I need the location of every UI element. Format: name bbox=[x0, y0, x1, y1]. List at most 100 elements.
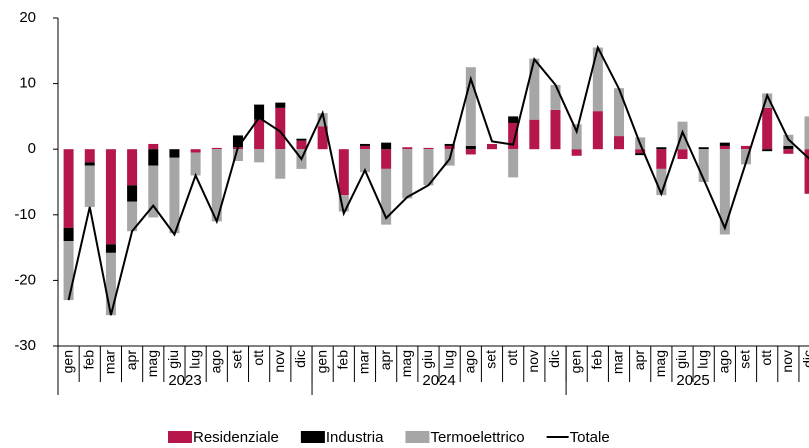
bar bbox=[698, 149, 709, 182]
bar bbox=[741, 145, 752, 150]
x-tick-label: mar bbox=[102, 350, 118, 374]
bar bbox=[550, 109, 561, 150]
bar bbox=[719, 149, 730, 235]
x-tick-label: gen bbox=[313, 350, 329, 373]
bar bbox=[148, 149, 159, 166]
bar bbox=[465, 67, 476, 146]
x-tick-label: giu bbox=[419, 350, 435, 369]
bar bbox=[63, 149, 74, 228]
x-tick-label: nov bbox=[779, 350, 795, 373]
legend-swatch bbox=[168, 431, 192, 443]
bar bbox=[296, 140, 307, 150]
bar bbox=[762, 149, 773, 152]
bar bbox=[614, 88, 625, 137]
bar bbox=[783, 145, 794, 150]
bar bbox=[63, 227, 74, 242]
bar bbox=[254, 119, 265, 150]
bar bbox=[508, 116, 519, 123]
bar bbox=[190, 149, 201, 153]
y-tick-label: 20 bbox=[19, 9, 36, 26]
x-tick-label: giu bbox=[165, 350, 181, 369]
bar bbox=[550, 84, 561, 110]
bar bbox=[719, 142, 730, 146]
y-tick-label: -10 bbox=[14, 206, 36, 223]
bar bbox=[571, 149, 582, 156]
bar bbox=[127, 201, 138, 232]
x-tick-label: set bbox=[737, 350, 753, 369]
bar bbox=[232, 149, 243, 162]
bar bbox=[275, 102, 286, 108]
bar bbox=[677, 121, 688, 150]
bar bbox=[84, 165, 95, 207]
bar bbox=[614, 136, 625, 150]
bar bbox=[190, 152, 201, 176]
x-tick-label: feb bbox=[80, 350, 96, 370]
bar bbox=[762, 107, 773, 150]
x-tick-label: gen bbox=[59, 350, 75, 373]
bar bbox=[402, 149, 413, 199]
bar bbox=[656, 149, 667, 169]
bar bbox=[486, 143, 497, 150]
year-label: 2025 bbox=[676, 372, 709, 389]
bar bbox=[105, 149, 116, 245]
bar bbox=[317, 113, 328, 127]
x-tick-label: feb bbox=[589, 350, 605, 370]
bar bbox=[359, 145, 370, 150]
y-tick-label: -20 bbox=[14, 271, 36, 288]
x-tick-label: apr bbox=[377, 350, 393, 371]
x-tick-label: giu bbox=[673, 350, 689, 369]
bar bbox=[169, 149, 180, 158]
x-tick-label: mag bbox=[652, 350, 668, 377]
bar bbox=[169, 157, 180, 234]
y-tick-label: -30 bbox=[14, 337, 36, 354]
x-tick-label: ago bbox=[462, 350, 478, 374]
x-tick-label: ott bbox=[250, 350, 266, 366]
year-label: 2023 bbox=[168, 372, 201, 389]
bar bbox=[444, 143, 455, 146]
bar bbox=[211, 149, 222, 222]
bar bbox=[127, 149, 138, 186]
total-line bbox=[67, 44, 809, 316]
x-tick-label: ott bbox=[758, 350, 774, 366]
bar bbox=[804, 149, 809, 194]
x-tick-label: gen bbox=[567, 350, 583, 373]
bar bbox=[359, 149, 370, 173]
bar bbox=[444, 145, 455, 150]
bar bbox=[635, 149, 646, 154]
bar bbox=[338, 149, 349, 196]
year-label: 2024 bbox=[422, 372, 455, 389]
x-tick-label: apr bbox=[123, 350, 139, 371]
bar bbox=[296, 138, 307, 141]
bar bbox=[465, 145, 476, 150]
bar bbox=[762, 93, 773, 108]
bar bbox=[359, 143, 370, 146]
y-tick-label: 10 bbox=[19, 75, 36, 92]
bar bbox=[148, 165, 159, 218]
bar bbox=[211, 147, 222, 150]
legend-label: Residenziale bbox=[193, 429, 279, 446]
bar bbox=[783, 149, 794, 154]
bar bbox=[317, 126, 328, 150]
bar bbox=[275, 107, 286, 150]
x-tick-label: lug bbox=[186, 350, 202, 369]
bar bbox=[508, 122, 519, 150]
x-tick-label: dic bbox=[546, 350, 562, 368]
legend-label: Totale bbox=[570, 429, 610, 446]
bar bbox=[423, 149, 434, 186]
y-tick-label: 0 bbox=[28, 140, 36, 157]
bar bbox=[232, 135, 243, 148]
bar bbox=[84, 162, 95, 166]
x-tick-label: set bbox=[229, 350, 245, 369]
bar bbox=[338, 195, 349, 212]
x-tick-label: ago bbox=[716, 350, 732, 374]
bar bbox=[254, 149, 265, 163]
x-tick-label: dic bbox=[292, 350, 308, 368]
x-tick-label: mar bbox=[610, 350, 626, 374]
bar bbox=[656, 147, 667, 150]
x-tick-label: lug bbox=[694, 350, 710, 369]
x-tick-label: mag bbox=[144, 350, 160, 377]
bar bbox=[105, 252, 116, 316]
bar bbox=[741, 149, 752, 165]
